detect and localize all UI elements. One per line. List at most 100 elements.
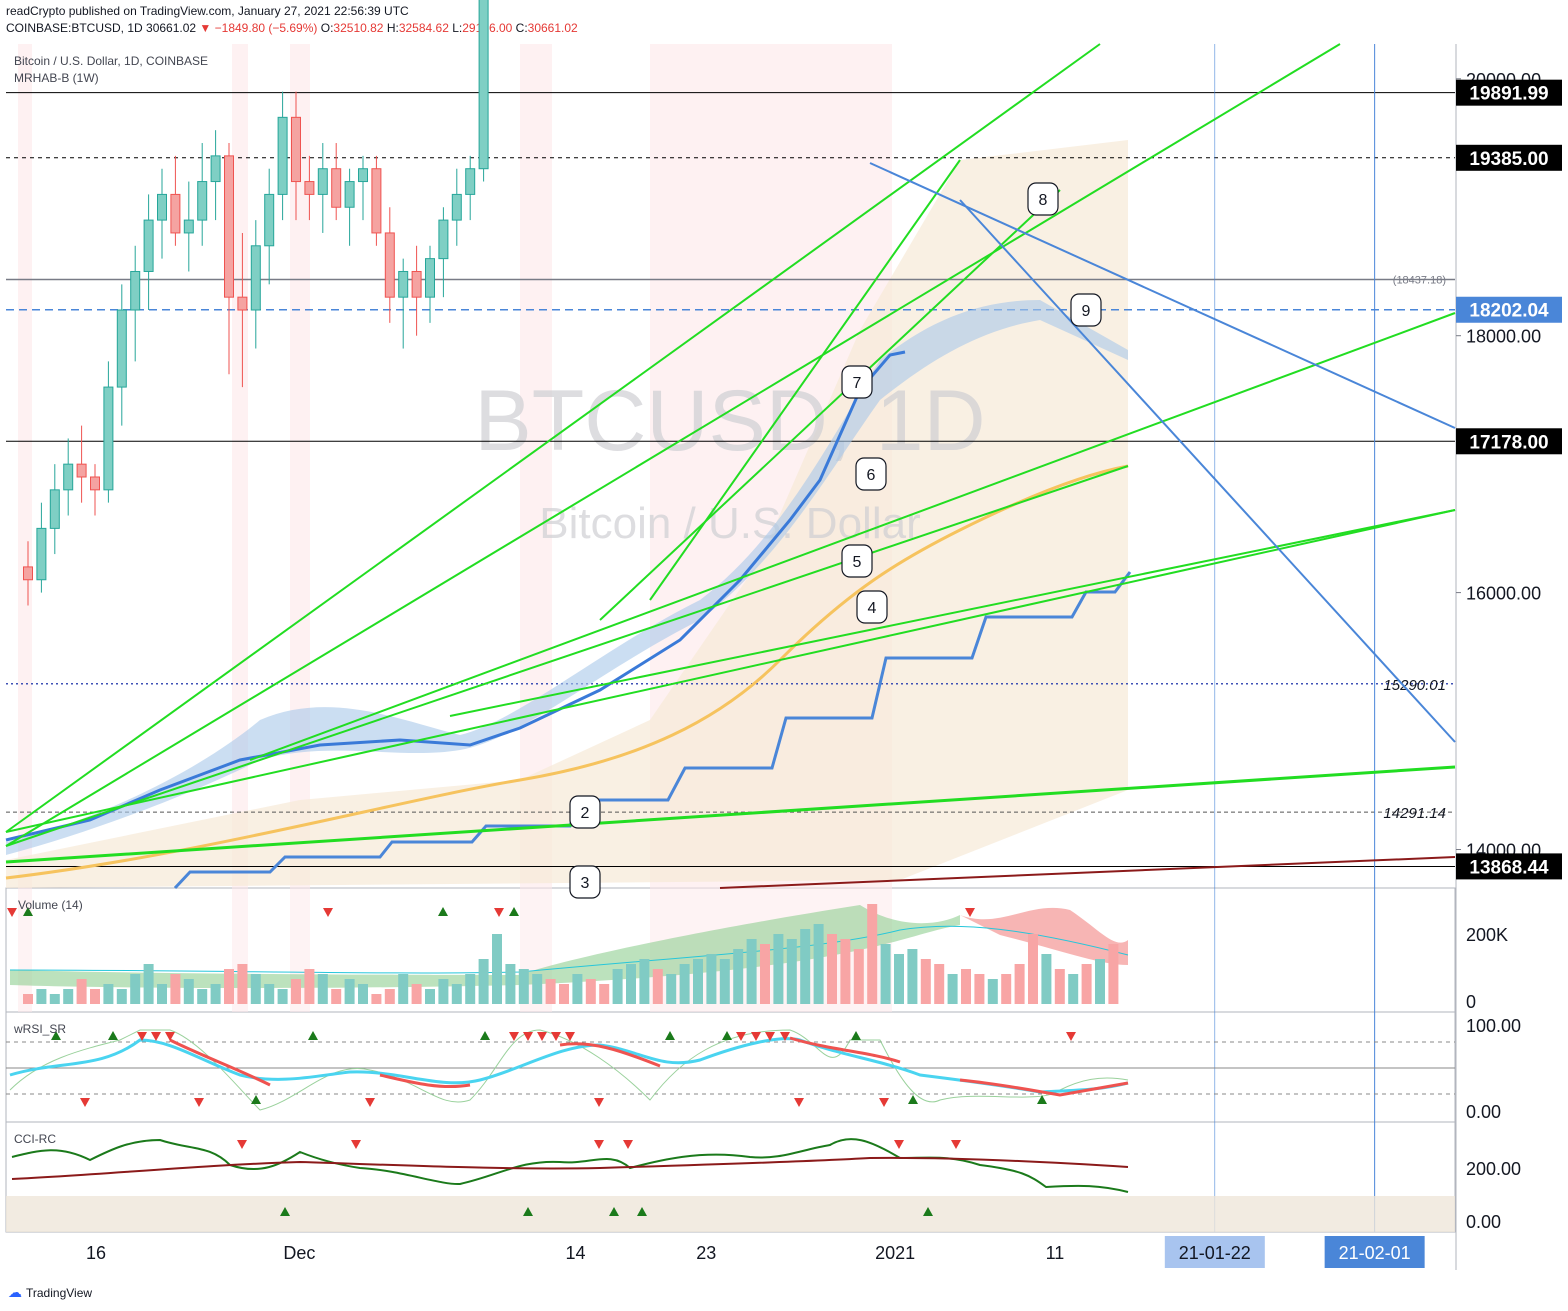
volume-bar	[331, 989, 342, 1004]
volume-bar	[49, 994, 60, 1004]
volume-bar	[425, 989, 435, 1004]
volume-bar	[961, 969, 971, 1004]
volume-bar	[599, 984, 610, 1004]
volume-bar	[733, 949, 744, 1004]
volume-bar	[157, 984, 167, 1004]
candle-body	[23, 566, 33, 581]
volume-bar	[693, 959, 703, 1004]
signal-down-arrow	[1066, 1032, 1076, 1041]
candle-body	[76, 463, 87, 478]
blue-downtrend-2	[959, 199, 1456, 743]
volume-bar	[773, 934, 784, 1004]
candle-body	[291, 116, 301, 183]
x-highlight-badge	[1324, 1236, 1425, 1268]
signal-down-arrow	[594, 1098, 604, 1107]
candle-body	[157, 193, 167, 221]
x-tick-label: 23	[696, 1243, 716, 1263]
close-value: 30661.02	[527, 21, 578, 35]
wave-label-box	[856, 590, 888, 624]
signal-down-arrow	[780, 1032, 790, 1041]
volume-bar	[1041, 954, 1052, 1004]
candle-body	[438, 219, 449, 260]
green-trendline	[5, 765, 1456, 864]
wave-label-box	[855, 457, 887, 491]
price-level-label: (18437.18)	[1393, 275, 1446, 287]
signal-down-arrow	[751, 1032, 761, 1041]
volume-bar	[545, 979, 556, 1004]
volume-bar	[559, 984, 569, 1004]
price-badge	[1456, 79, 1562, 106]
volume-bar	[76, 979, 87, 1004]
signal-down-arrow	[237, 1140, 247, 1149]
volume-bar	[532, 974, 543, 1004]
volume-bar	[1068, 974, 1079, 1004]
volume-bar	[451, 984, 462, 1004]
volume-bar	[264, 984, 275, 1004]
down-arrow-icon: ▼	[199, 21, 212, 35]
volume-bar	[237, 964, 248, 1004]
signal-up-arrow	[23, 907, 33, 916]
signal-down-arrow	[523, 1032, 533, 1041]
green-trendline	[5, 465, 1129, 847]
price-badge	[1456, 428, 1562, 455]
wave-label: 5	[853, 554, 862, 571]
candle-body	[49, 489, 60, 529]
step-line	[173, 571, 1132, 890]
candle-body	[103, 386, 114, 491]
volume-bar	[36, 989, 47, 1004]
candle-body	[398, 270, 409, 298]
signal-up-arrow	[480, 1031, 490, 1040]
wave-label-box	[841, 544, 873, 578]
volume-bar	[585, 979, 596, 1004]
volume-bar	[813, 924, 824, 1004]
wrsi-legend: wRSI_SR	[14, 1022, 67, 1036]
volume-bar	[465, 974, 476, 1004]
x-tick-label: Dec	[283, 1243, 315, 1263]
volume-bar	[786, 939, 797, 1004]
session-stripe	[520, 44, 552, 888]
volume-bar	[277, 989, 288, 1004]
green-trendline	[5, 509, 1456, 833]
candle-body	[36, 527, 47, 581]
low-label: L:	[452, 21, 463, 35]
price-badge-label: 19891.99	[1469, 84, 1548, 105]
volume-bar	[746, 939, 757, 1004]
publisher-line: readCrypto published on TradingView.com,…	[6, 4, 409, 18]
volume-bar	[344, 979, 355, 1004]
volume-bar	[666, 974, 677, 1004]
cci-axis-label: 200.00	[1466, 1159, 1521, 1179]
candle-body	[371, 168, 382, 234]
signal-up-arrow	[637, 1207, 647, 1216]
volume-bar	[639, 959, 650, 1004]
volume-bar	[224, 969, 234, 1004]
volume-bar	[492, 934, 502, 1004]
signal-down-arrow	[736, 1032, 746, 1041]
candle-body	[411, 270, 422, 298]
wrsi-axis-label: 0.00	[1466, 1102, 1501, 1122]
signal-down-arrow	[565, 1032, 575, 1041]
green-trendline	[649, 159, 961, 601]
ema-line	[5, 464, 1129, 880]
volume-bar	[894, 954, 904, 1004]
candle-body	[183, 219, 194, 234]
signal-up-arrow	[665, 1031, 675, 1040]
candle-body	[210, 155, 221, 183]
open-value: 32510.82	[333, 21, 384, 35]
open-label: O:	[320, 21, 334, 35]
mrhab-cloud	[6, 140, 1128, 888]
volume-bar	[1108, 944, 1119, 1004]
volume-bar	[987, 979, 998, 1004]
candle-body	[425, 258, 435, 298]
wrsi-axis-label: 100.00	[1466, 1016, 1521, 1036]
level-note: 14291.14	[1383, 805, 1446, 822]
volume-bar	[116, 989, 127, 1004]
candle-body	[451, 193, 462, 221]
signal-up-arrow	[438, 907, 448, 916]
volume-bar	[250, 974, 261, 1004]
signal-down-arrow	[765, 1032, 775, 1041]
volume-bar	[411, 984, 422, 1004]
tradingview-footer[interactable]: ☁ TradingView	[8, 1284, 92, 1301]
session-stripe	[290, 44, 310, 888]
signal-down-arrow	[623, 1140, 633, 1149]
